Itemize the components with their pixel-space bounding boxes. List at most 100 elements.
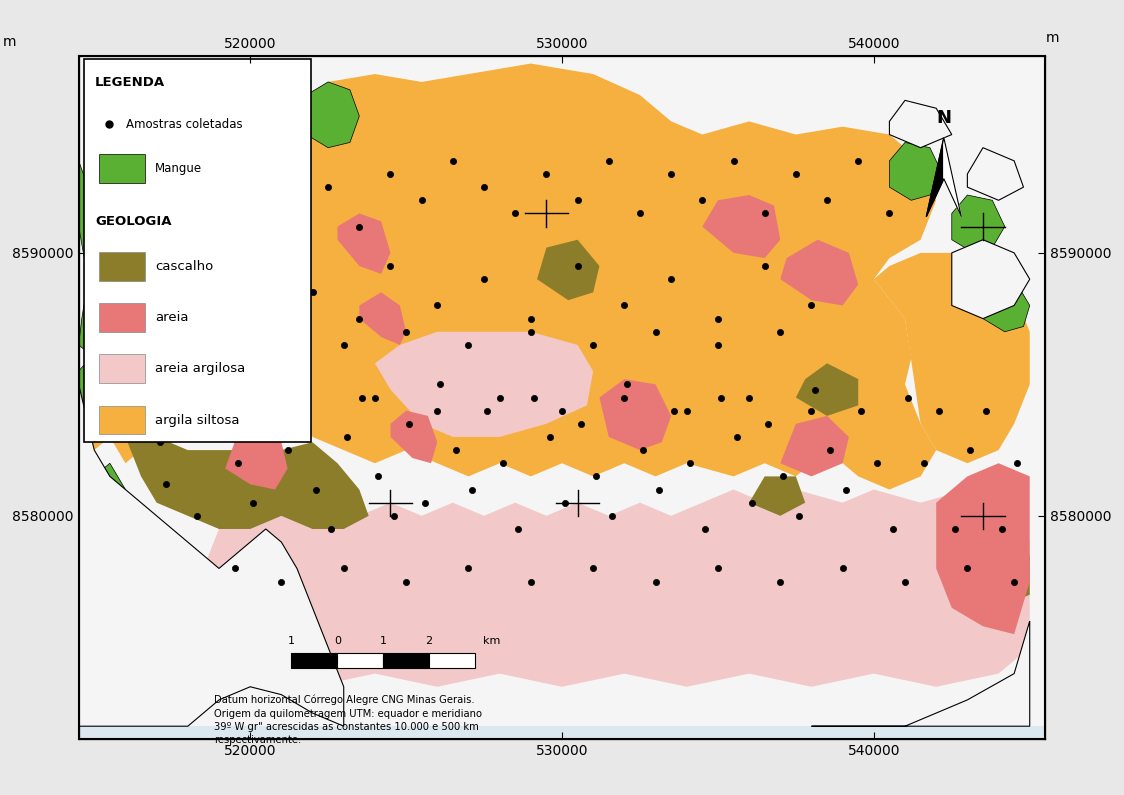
Point <box>961 444 979 456</box>
Point <box>272 576 290 588</box>
FancyBboxPatch shape <box>83 59 310 442</box>
Point <box>384 510 402 522</box>
Point <box>203 417 221 430</box>
Point <box>709 312 727 325</box>
Bar <box>99 405 145 434</box>
Text: 0: 0 <box>334 636 341 646</box>
Polygon shape <box>297 82 360 148</box>
Text: GEOLOGIA: GEOLOGIA <box>96 215 172 228</box>
Polygon shape <box>360 293 406 345</box>
Point <box>444 154 462 167</box>
Point <box>709 339 727 351</box>
Point <box>631 207 649 219</box>
Point <box>790 510 808 522</box>
Point <box>397 325 415 338</box>
Point <box>711 391 729 404</box>
Point <box>569 194 587 207</box>
Point <box>600 154 618 167</box>
Point <box>541 431 559 444</box>
Polygon shape <box>151 266 203 332</box>
Point <box>727 431 745 444</box>
Point <box>650 483 668 496</box>
Point <box>709 562 727 575</box>
Point <box>416 496 434 509</box>
Text: LEGENDA: LEGENDA <box>96 76 165 89</box>
Point <box>291 405 309 417</box>
Polygon shape <box>926 138 944 216</box>
Polygon shape <box>968 148 1024 200</box>
Point <box>850 154 868 167</box>
Polygon shape <box>796 363 859 416</box>
Point <box>774 470 792 483</box>
Point <box>400 417 418 430</box>
Point <box>428 299 446 312</box>
Polygon shape <box>780 416 849 476</box>
Polygon shape <box>188 490 1030 687</box>
Point <box>537 168 555 180</box>
Point <box>335 562 353 575</box>
Bar <box>383 653 429 669</box>
Text: areia: areia <box>155 311 189 324</box>
Point <box>868 457 886 470</box>
Point <box>818 194 836 207</box>
Point <box>1008 457 1026 470</box>
Polygon shape <box>79 353 119 416</box>
Point <box>615 391 633 404</box>
Point <box>740 391 758 404</box>
Point <box>216 373 234 386</box>
Point <box>475 273 493 285</box>
Polygon shape <box>79 384 344 726</box>
Text: cascalho: cascalho <box>155 260 214 273</box>
Point <box>588 470 606 483</box>
Polygon shape <box>873 253 1030 463</box>
Point <box>880 207 898 219</box>
Polygon shape <box>537 240 599 301</box>
Bar <box>337 653 383 669</box>
Point <box>556 496 574 509</box>
Point <box>755 207 773 219</box>
Polygon shape <box>79 161 132 358</box>
Point <box>822 444 840 456</box>
Point <box>142 325 160 338</box>
Point <box>123 357 140 370</box>
Point <box>787 168 805 180</box>
Point <box>896 576 914 588</box>
Text: 1: 1 <box>380 636 387 646</box>
Point <box>602 510 620 522</box>
Point <box>584 562 602 575</box>
Polygon shape <box>390 411 437 463</box>
Point <box>244 496 262 509</box>
Point <box>834 562 852 575</box>
Point <box>397 576 415 588</box>
Point <box>615 299 633 312</box>
Point <box>369 470 387 483</box>
Polygon shape <box>337 213 390 274</box>
Point <box>977 405 995 417</box>
Point <box>260 383 278 396</box>
Text: 2: 2 <box>426 636 433 646</box>
Point <box>803 405 821 417</box>
Point <box>852 405 870 417</box>
Polygon shape <box>780 240 859 305</box>
Point <box>101 268 119 281</box>
Point <box>681 457 699 470</box>
Point <box>460 339 478 351</box>
Point <box>432 378 450 390</box>
Polygon shape <box>889 100 952 148</box>
Polygon shape <box>812 621 1030 726</box>
Point <box>157 478 175 491</box>
Polygon shape <box>973 274 1030 332</box>
Point <box>755 260 773 273</box>
Polygon shape <box>780 516 968 582</box>
Point <box>351 220 369 233</box>
Point <box>335 339 353 351</box>
Bar <box>99 303 145 332</box>
Point <box>525 391 543 404</box>
Point <box>771 576 789 588</box>
Point <box>366 391 384 404</box>
Point <box>662 273 680 285</box>
Point <box>493 457 511 470</box>
Point <box>491 391 509 404</box>
Polygon shape <box>889 142 942 200</box>
Point <box>931 405 949 417</box>
